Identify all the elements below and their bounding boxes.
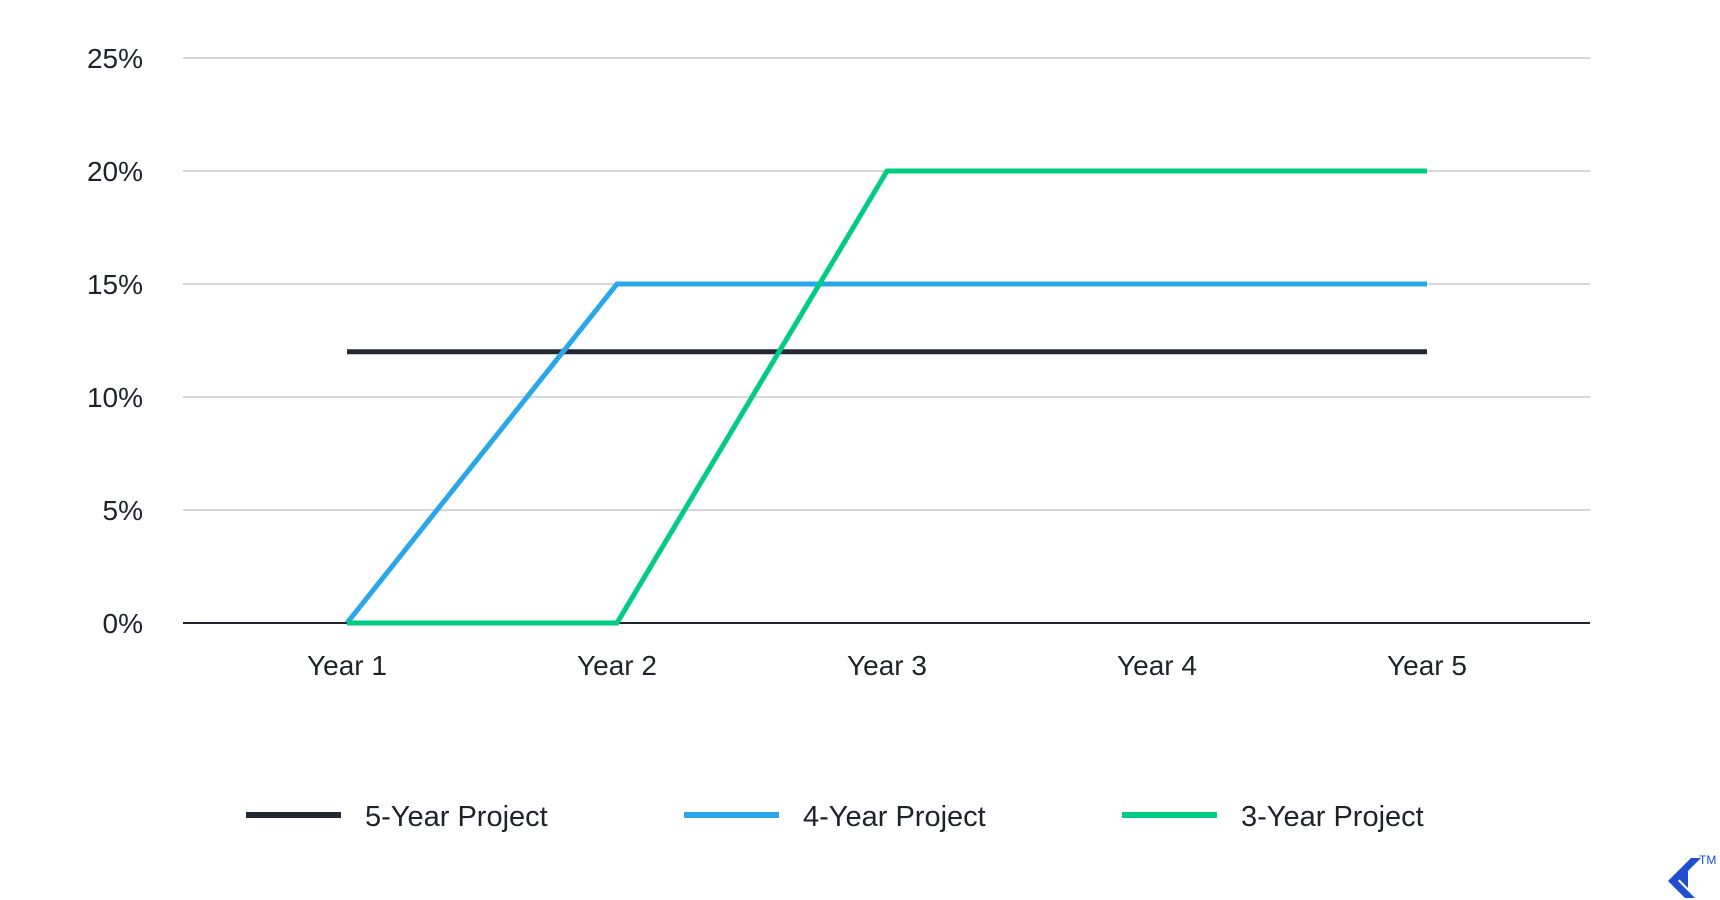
series-line-2 bbox=[345, 281, 1427, 625]
x-axis-ticks: Year 1 Year 2 Year 3 Year 4 Year 5 bbox=[307, 650, 1467, 681]
logo-mark bbox=[1668, 858, 1701, 898]
y-tick-label: 10% bbox=[87, 382, 143, 413]
legend-label: 4-Year Project bbox=[803, 801, 986, 833]
x-tick-label: Year 3 bbox=[847, 650, 927, 681]
y-tick-label: 20% bbox=[87, 156, 143, 187]
x-tick-label: Year 1 bbox=[307, 650, 387, 681]
logo-mark-inner bbox=[1675, 862, 1688, 888]
series-line-3 bbox=[347, 168, 1427, 626]
series-lines bbox=[345, 168, 1427, 626]
x-tick-label: Year 4 bbox=[1117, 650, 1197, 681]
x-tick-label: Year 2 bbox=[577, 650, 657, 681]
legend: 5-Year Project 4-Year Project 3-Year Proje… bbox=[246, 801, 1424, 833]
y-tick-label: 5% bbox=[103, 495, 143, 526]
x-tick-label: Year 5 bbox=[1387, 650, 1467, 681]
legend-label: 5-Year Project bbox=[365, 801, 548, 833]
y-tick-label: 25% bbox=[87, 43, 143, 74]
legend-label: 3-Year Project bbox=[1241, 801, 1424, 833]
gridlines bbox=[183, 57, 1590, 624]
y-tick-label: 0% bbox=[103, 608, 143, 639]
trademark-symbol: TM bbox=[1699, 853, 1716, 867]
y-tick-label: 15% bbox=[87, 269, 143, 300]
brand-logo: TM bbox=[1668, 853, 1716, 898]
y-axis-ticks: 0% 5% 10% 15% 20% 25% bbox=[87, 43, 143, 639]
